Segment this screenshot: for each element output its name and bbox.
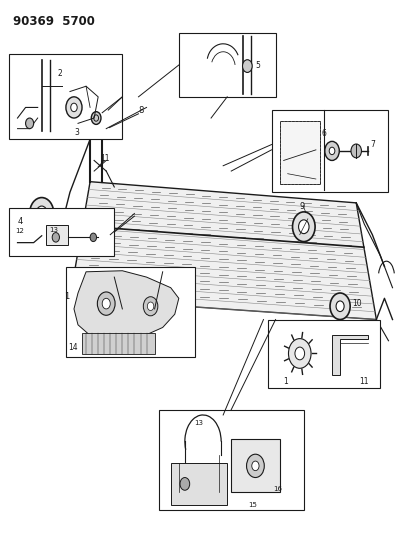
Bar [46,224,68,245]
Text: 11: 11 [100,154,109,163]
Circle shape [242,60,252,72]
Bar [171,463,227,505]
Circle shape [324,141,339,160]
Text: 9: 9 [299,203,304,212]
Bar [158,410,303,511]
Text: 14: 14 [68,343,77,352]
Circle shape [52,232,59,242]
Text: 15: 15 [247,502,256,508]
Circle shape [91,112,101,124]
Text: 5: 5 [255,61,260,70]
Bar [267,319,379,389]
Polygon shape [331,335,367,375]
Text: 90369  5700: 90369 5700 [13,14,95,28]
Text: 6: 6 [321,129,326,138]
Text: 13: 13 [49,227,58,232]
Circle shape [179,478,189,490]
Text: 1: 1 [283,377,288,386]
Bar [178,33,275,97]
Text: 8: 8 [138,106,143,115]
Circle shape [26,118,34,128]
Circle shape [102,298,110,309]
Bar [231,439,279,492]
Text: 3: 3 [74,127,79,136]
Circle shape [292,212,314,241]
Circle shape [328,147,334,155]
Circle shape [66,97,82,118]
Text: 4: 4 [17,217,23,226]
Circle shape [97,292,115,316]
Circle shape [246,454,264,478]
Text: 12: 12 [15,228,24,233]
Bar [271,110,388,192]
Bar [279,120,319,184]
Circle shape [147,302,153,311]
Text: 10: 10 [351,299,361,308]
Text: 11: 11 [358,377,368,386]
Circle shape [30,198,54,229]
Circle shape [143,297,158,316]
Bar [9,54,122,139]
Circle shape [288,338,310,368]
Circle shape [294,347,304,360]
Circle shape [90,233,96,241]
Text: 13: 13 [193,419,202,425]
Circle shape [36,206,47,221]
Text: 2: 2 [58,69,62,78]
Circle shape [350,144,360,158]
Text: 1: 1 [64,292,69,301]
Polygon shape [70,182,375,319]
Bar [9,208,114,256]
Circle shape [298,220,308,233]
Circle shape [70,103,77,112]
Text: 7: 7 [369,140,374,149]
Polygon shape [74,271,178,337]
Circle shape [329,293,350,319]
Bar [279,120,319,184]
Text: 16: 16 [272,486,281,492]
Circle shape [251,461,258,471]
Bar [66,266,194,357]
Bar [82,333,154,354]
Circle shape [335,301,343,312]
